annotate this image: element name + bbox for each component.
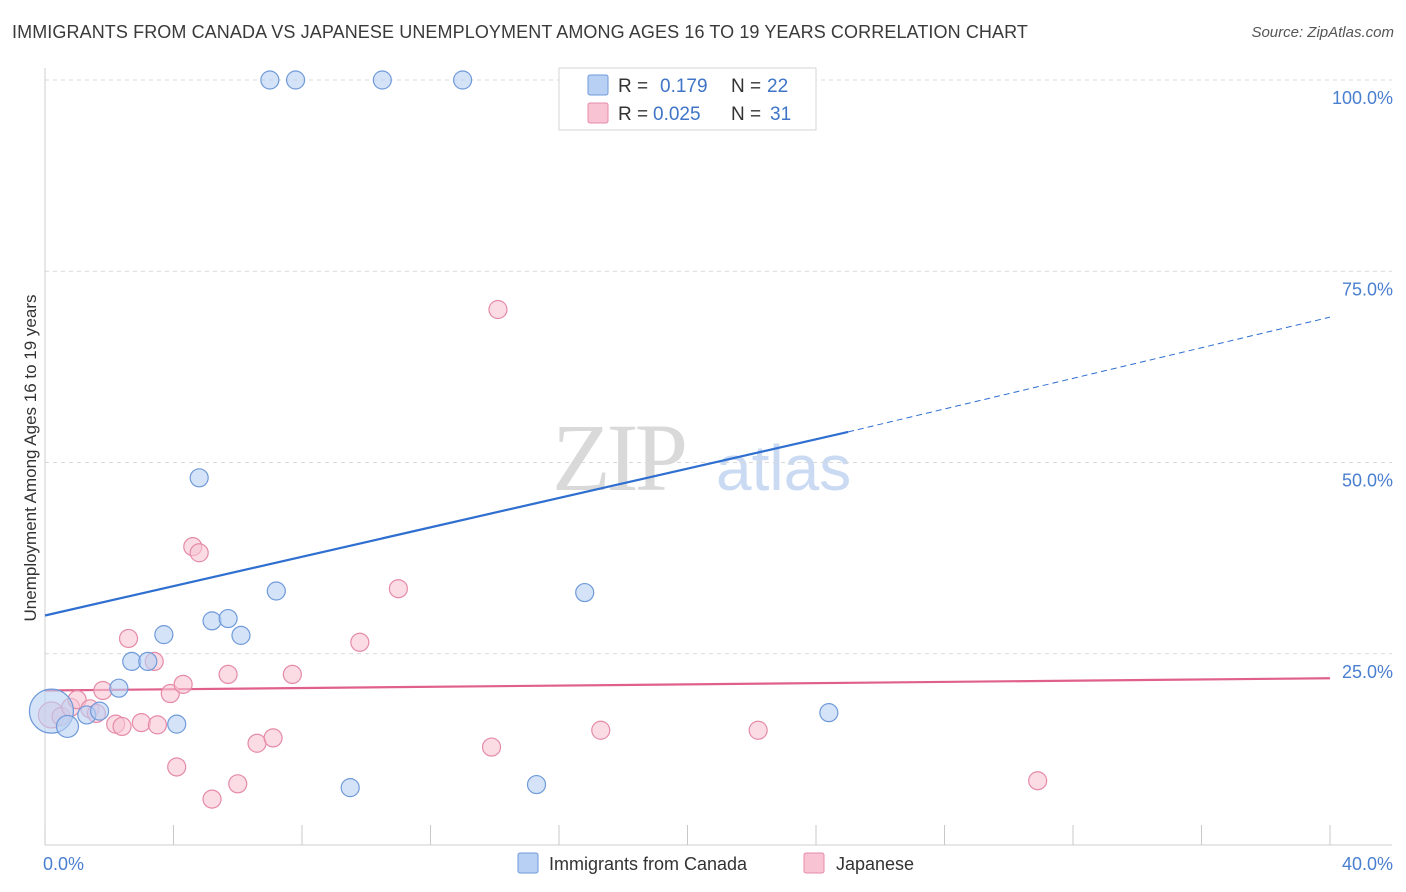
- gridlines: [45, 79, 1392, 655]
- y-axis-label: Unemployment Among Ages 16 to 19 years: [21, 295, 40, 622]
- bottom-legend-swatch-blue: [517, 852, 539, 874]
- blue-trend-line: [44, 430, 849, 617]
- data-points: [28, 70, 1048, 809]
- pink-point: [228, 774, 248, 794]
- x-tick-label-max: 40.0%: [1342, 854, 1393, 874]
- bottom-legend-label-pink: Japanese: [836, 854, 914, 874]
- blue-point: [167, 714, 187, 734]
- bottom-legend-label-blue: Immigrants from Canada: [549, 854, 748, 874]
- legend-n-label-pink: N =: [731, 104, 761, 125]
- y-tick-label: 50.0%: [1342, 471, 1393, 491]
- pink-point: [93, 680, 113, 701]
- blue-point: [575, 582, 595, 603]
- blue-point: [372, 70, 392, 90]
- pink-point: [112, 716, 132, 737]
- legend-r-value-pink: 0.025: [653, 104, 701, 125]
- x-tick-label-min: 0.0%: [43, 854, 84, 874]
- blue-point: [122, 651, 142, 672]
- blue-point: [218, 608, 238, 629]
- x-tick-labels: 0.0% 40.0%: [43, 854, 1393, 874]
- pink-point: [147, 715, 168, 735]
- pink-point: [591, 720, 611, 740]
- blue-point: [340, 778, 360, 798]
- pink-trend-line: [44, 677, 1331, 692]
- legend-n-value-blue: 22: [767, 76, 788, 97]
- pink-point: [167, 757, 187, 777]
- legend-n-label-blue: N =: [731, 76, 761, 97]
- legend-swatch-blue: [587, 74, 609, 96]
- legend-n-value-pink: 31: [770, 104, 791, 125]
- y-tick-label: 100.0%: [1332, 88, 1393, 108]
- legend-r-value-blue: 0.179: [660, 76, 708, 97]
- pink-point: [282, 664, 302, 685]
- pink-point: [388, 579, 408, 599]
- y-tick-label: 25.0%: [1342, 662, 1393, 682]
- source-credit: Source: ZipAtlas.com: [1251, 24, 1394, 41]
- legend-r-label-pink: R =: [618, 104, 648, 125]
- blue-point: [260, 70, 280, 90]
- pink-point: [118, 628, 139, 649]
- y-tick-label: 75.0%: [1342, 279, 1393, 299]
- pink-point: [202, 789, 222, 809]
- legend-swatch-pink: [587, 102, 609, 124]
- pink-point: [247, 733, 267, 753]
- blue-point: [202, 611, 222, 631]
- watermark-atlas: atlas: [716, 432, 851, 504]
- pink-point: [131, 712, 151, 733]
- blue-point: [231, 625, 251, 645]
- pink-point: [350, 632, 370, 652]
- pink-point: [488, 299, 508, 320]
- trend-lines: [44, 316, 1331, 692]
- bottom-legend-swatch-pink: [803, 852, 825, 874]
- blue-point: [138, 651, 158, 672]
- series-legend: Immigrants from Canada Japanese: [517, 852, 914, 874]
- watermark-zip: ZIP: [552, 404, 685, 511]
- pink-point: [263, 728, 283, 748]
- blue-trend-extension: [848, 316, 1331, 433]
- y-tick-labels: 25.0% 50.0% 75.0% 100.0%: [1332, 88, 1393, 682]
- blue-point: [819, 703, 839, 723]
- pink-point: [218, 664, 238, 685]
- blue-point: [90, 701, 110, 721]
- pink-point: [1028, 771, 1048, 791]
- blue-point: [189, 468, 209, 488]
- pink-point: [481, 737, 502, 757]
- chart-title: IMMIGRANTS FROM CANADA VS JAPANESE UNEMP…: [12, 22, 1028, 42]
- blue-point: [109, 678, 129, 698]
- blue-point: [285, 70, 306, 90]
- blue-point: [526, 774, 547, 795]
- blue-point: [154, 625, 174, 645]
- blue-point: [55, 714, 80, 739]
- pink-point: [189, 543, 209, 563]
- blue-point: [453, 70, 473, 90]
- blue-point: [266, 581, 286, 601]
- stats-legend: R = 0.179 N = 22 R = 0.025 N = 31: [558, 67, 817, 131]
- pink-point: [173, 674, 193, 694]
- pink-point: [748, 720, 768, 740]
- watermark: ZIP atlas: [552, 404, 851, 511]
- legend-r-label-blue: R =: [618, 76, 648, 97]
